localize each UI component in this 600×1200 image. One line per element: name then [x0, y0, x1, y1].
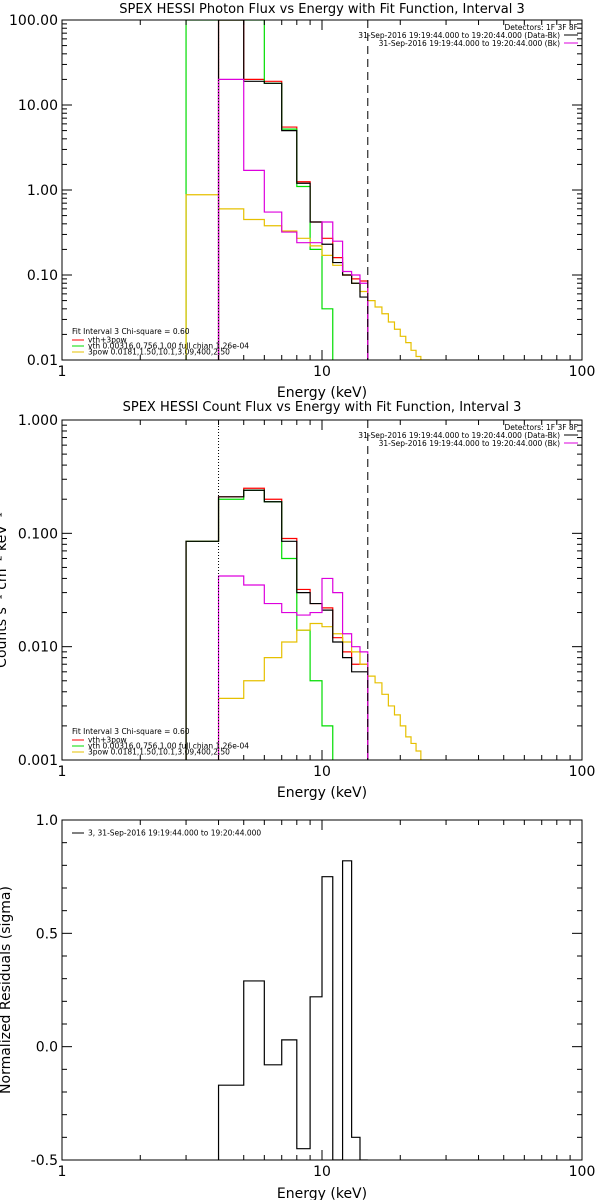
panel2-ytick-label: 0.010 [18, 640, 58, 656]
panel2-ytick-label: 1.000 [18, 413, 58, 429]
panel2-time-line-2: 31-Sep-2016 19:19:44.000 to 19:20:44.000… [379, 439, 560, 448]
panel2-series-red [185, 487, 369, 760]
panel3-series-black [217, 860, 368, 1160]
panel1-ytick-label: 1.00 [27, 183, 58, 199]
panel2-detectors-text: Detectors: 1F 3F 8F [504, 423, 578, 432]
panel1-ticks: 1 10 100 0.01 0.10 1.00 10.00 100.00 [9, 13, 595, 380]
panel1-title: SPEX HESSI Photon Flux vs Energy with Fi… [119, 2, 525, 17]
panel2-ylabel: Counts s⁻¹ cm⁻² keV⁻¹ [0, 512, 10, 668]
panel2-series-green [185, 489, 334, 760]
panel3-ylabel: Normalized Residuals (sigma) [0, 886, 14, 1094]
panel3-ytick-label: 0.0 [36, 1040, 58, 1056]
panel3-xlabel: Energy (keV) [277, 1186, 367, 1200]
panel2-legend-red-label: vth+3pow [88, 736, 127, 745]
panel2-ticks: 1 10 100 0.001 0.010 0.100 1.000 [18, 413, 595, 780]
panel1-legend-yellow-label: 3pow 0.0181,1.50,10.1,3.09,400,2.50 [88, 348, 230, 357]
panel2-fit-header: Fit Interval 3 Chi-square = 0.60 [72, 727, 190, 736]
panel1-xtick-label: 100 [569, 364, 596, 380]
panel3-xtick-label: 100 [569, 1164, 596, 1180]
panel2-series-black [185, 489, 369, 760]
panel2-legend-yellow-label: 3pow 0.0181,1.50,10.1,3.09,400,2.50 [88, 748, 230, 757]
panel2-xtick-label: 1 [58, 764, 67, 780]
panel2-xlabel: Energy (keV) [277, 785, 367, 801]
panel3-ytick-label: 1.0 [36, 813, 58, 829]
panel3-data-area [217, 860, 368, 1160]
panel3-xtick-label: 1 [58, 1164, 67, 1180]
panel2-ytick-label: 0.100 [18, 526, 58, 542]
residuals-panel: 1 10 100 -0.5 0.0 0.5 1.0 Energy (keV) Normali… [0, 813, 595, 1200]
panel2-ytick-label: 0.001 [18, 753, 58, 769]
panel2-series-magenta [217, 575, 369, 760]
panel1-legend-red-label: vth+3pow [88, 336, 127, 345]
panel1-series-red [217, 20, 369, 360]
panel1-series-magenta [217, 78, 369, 360]
panel3-ytick-label: -0.5 [31, 1153, 58, 1169]
panel3-ytick-label: 0.5 [36, 926, 58, 942]
photon-flux-panel: SPEX HESSI Photon Flux vs Energy with Fi… [9, 2, 595, 401]
panel3-ticks: 1 10 100 -0.5 0.0 0.5 1.0 [31, 813, 596, 1180]
count-flux-panel: SPEX HESSI Count Flux vs Energy with Fit… [0, 400, 595, 801]
panel1-ytick-label: 0.01 [27, 353, 58, 369]
panel2-xtick-label: 10 [313, 764, 331, 780]
panel1-detectors-text: Detectors: 1F 3F 8F [504, 23, 578, 32]
panel2-xtick-label: 100 [569, 764, 596, 780]
panel1-series-green [185, 20, 334, 360]
panel2-data-area [185, 420, 430, 760]
panel1-time-line-2: 31-Sep-2016 19:19:44.000 to 19:20:44.000… [379, 39, 560, 48]
panel1-ytick-label: 100.00 [9, 13, 58, 29]
panel1-xtick-label: 1 [58, 364, 67, 380]
panel2-legend-green-label: vth 0.00316,0.756,1.00 full chian 1.26e-… [88, 742, 249, 751]
panel1-legend-green-label: vth 0.00316,0.756,1.00 full chian 1.26e-… [88, 342, 249, 351]
panel1-xlabel: Energy (keV) [277, 385, 367, 401]
panel3-legend-label: 3, 31-Sep-2016 19:19:44.000 to 19:20:44.… [88, 829, 261, 838]
panel1-fit-header: Fit Interval 3 Chi-square = 0.60 [72, 327, 190, 336]
panel1-time-line-1: 31-Sep-2016 19:19:44.000 to 19:20:44.000… [358, 31, 560, 40]
panel1-series-black [217, 20, 369, 360]
panel2-time-line-1: 31-Sep-2016 19:19:44.000 to 19:20:44.000… [358, 431, 560, 440]
panel1-data-area [185, 20, 430, 360]
panel1-series-yellow [185, 194, 430, 360]
panel1-xtick-label: 10 [313, 364, 331, 380]
panel2-title: SPEX HESSI Count Flux vs Energy with Fit… [123, 400, 522, 415]
panel3-xtick-label: 10 [313, 1164, 331, 1180]
panel1-ytick-label: 0.10 [27, 268, 58, 284]
panel1-ytick-label: 10.00 [18, 98, 58, 114]
panel2-series-yellow [217, 622, 430, 760]
